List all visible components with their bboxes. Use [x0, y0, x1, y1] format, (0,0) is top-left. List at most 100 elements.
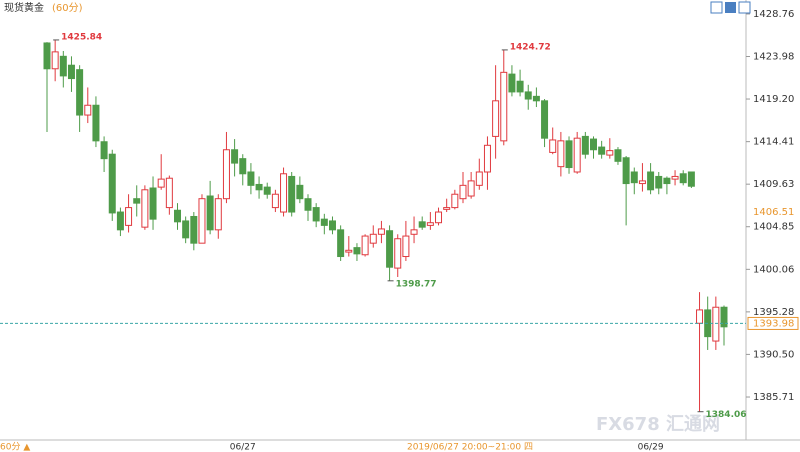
- y-tick-label: 1428.76: [753, 9, 794, 20]
- candle-body: [149, 187, 157, 220]
- candle-body: [231, 149, 239, 164]
- annotation-label: 1425.84: [61, 32, 102, 42]
- candle-body: [255, 183, 263, 191]
- x-tick-label: 06/27: [230, 443, 256, 452]
- y-tick-label: 1385.71: [753, 392, 794, 403]
- candle-body: [622, 157, 630, 185]
- candle-body: [198, 198, 206, 244]
- candle-body: [508, 73, 516, 93]
- candle-body: [59, 55, 67, 77]
- candle-body: [443, 207, 451, 210]
- candle-body: [263, 186, 271, 195]
- watermark: FX678 汇通网: [596, 414, 720, 435]
- candle-body: [312, 207, 320, 222]
- chart-title: 现货黄金: [4, 1, 44, 14]
- candle-body: [100, 141, 108, 160]
- candle-body: [467, 180, 475, 197]
- candle-body: [84, 104, 92, 116]
- candle-body: [500, 71, 508, 142]
- candle-body: [410, 229, 418, 235]
- candle-body: [92, 104, 100, 142]
- candle-body: [541, 100, 549, 139]
- candle-body: [435, 211, 443, 224]
- toolbar[interactable]: [710, 1, 751, 14]
- prev-close-label: 1406.51: [753, 207, 794, 218]
- candle-body: [222, 149, 230, 200]
- candle-body: [141, 189, 149, 228]
- candle-body: [516, 80, 524, 93]
- y-tick-label: 1400.06: [753, 264, 794, 275]
- last-price-box: [747, 316, 799, 330]
- candle-body: [345, 249, 353, 253]
- candle-body: [492, 100, 500, 137]
- y-tick-label: 1390.50: [753, 349, 794, 360]
- candle-body: [51, 51, 59, 70]
- candle-body: [598, 146, 606, 155]
- candle-body: [589, 138, 597, 151]
- candle-body: [206, 195, 214, 231]
- tool-icon[interactable]: [738, 1, 751, 14]
- candle-body: [116, 211, 124, 231]
- y-tick-label: 1423.98: [753, 51, 794, 62]
- candle-body: [108, 153, 116, 214]
- period-label[interactable]: 60分 ▲: [0, 442, 30, 452]
- candle-body: [125, 207, 133, 226]
- candle-body: [630, 171, 638, 184]
- candle-body: [239, 158, 247, 175]
- annotation-label: 1424.72: [510, 42, 551, 52]
- candle-body: [483, 144, 491, 173]
- candle-body: [369, 233, 377, 244]
- y-tick-label: 1409.63: [753, 179, 794, 190]
- candle-body: [43, 42, 51, 70]
- candle-body: [288, 175, 296, 213]
- y-tick-label: 1404.85: [753, 222, 794, 233]
- tool-icon[interactable]: [725, 2, 736, 13]
- y-tick-label: 1395.28: [753, 307, 794, 318]
- candle-body: [247, 171, 255, 186]
- candle-body: [418, 221, 426, 228]
- candle-body: [606, 150, 614, 156]
- candle-body: [353, 247, 361, 255]
- candle-body: [426, 222, 434, 226]
- candle-body: [532, 95, 540, 102]
- annotation-label: 1384.06: [706, 410, 747, 420]
- candle-body: [647, 171, 655, 191]
- x-tick-label: 06/29: [638, 443, 664, 452]
- y-tick-label: 1419.20: [753, 94, 794, 105]
- candle-body: [687, 171, 695, 187]
- candle-body: [133, 198, 141, 204]
- candle-body: [655, 175, 663, 189]
- last-price-label: 1393.98: [753, 318, 794, 329]
- annotation-label: 1398.77: [396, 279, 437, 289]
- candle-body: [671, 175, 679, 180]
- candle-body: [386, 230, 394, 268]
- tool-icon[interactable]: [710, 1, 723, 14]
- candle-body: [377, 228, 385, 235]
- candle-body: [271, 193, 279, 209]
- cursor-label: 2019/06/27 20:00~21:00 四: [407, 443, 533, 452]
- candle-body: [182, 220, 190, 239]
- candle-body: [157, 178, 165, 188]
- candle-body: [280, 173, 288, 213]
- candle-body: [573, 137, 581, 173]
- candle-body: [165, 177, 173, 209]
- candle-body: [76, 69, 84, 116]
- candle-body: [581, 135, 589, 155]
- chart-subtitle: (60分): [52, 2, 83, 14]
- candle-body: [696, 309, 704, 324]
- candle-body: [524, 91, 532, 100]
- candle-body: [402, 235, 410, 258]
- candle-body: [663, 177, 671, 185]
- y-tick-label: 1414.41: [753, 137, 794, 148]
- candle-body: [451, 193, 459, 209]
- candle-body: [190, 215, 198, 244]
- candle-body: [614, 149, 622, 162]
- candle-body: [67, 64, 75, 80]
- candle-body: [296, 184, 304, 200]
- candle-body: [328, 220, 336, 231]
- candle-body: [549, 139, 557, 153]
- candle-body: [337, 229, 345, 258]
- candle-body: [475, 171, 483, 186]
- candle-body: [557, 140, 565, 168]
